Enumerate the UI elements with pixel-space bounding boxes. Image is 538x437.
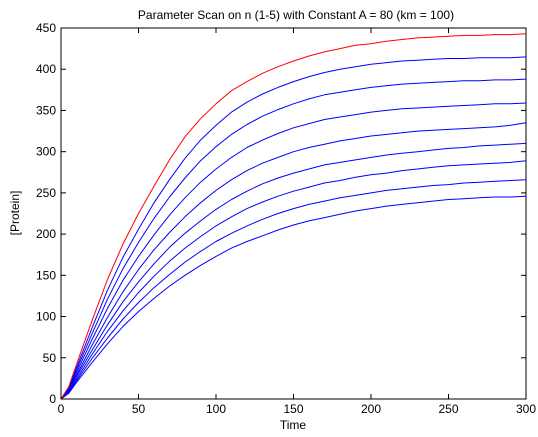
- series-line-7: [60, 160, 527, 400]
- y-tick-label: 450: [36, 21, 56, 35]
- y-tick-label: 300: [36, 145, 56, 159]
- y-tick-label: 100: [36, 310, 56, 324]
- x-tick-label: 0: [58, 402, 65, 416]
- y-axis-label: [Protein]: [8, 191, 22, 236]
- series-line-2: [60, 56, 527, 400]
- y-tick-label: 150: [36, 268, 56, 282]
- y-tick-label: 50: [43, 351, 57, 365]
- plot-area: [60, 27, 527, 400]
- x-tick-label: 50: [132, 402, 146, 416]
- series-line-9: [60, 195, 527, 400]
- x-tick-label: 100: [206, 402, 226, 416]
- y-tick-label: 400: [36, 62, 56, 76]
- y-tick-label: 200: [36, 227, 56, 241]
- y-tick-label: 250: [36, 186, 56, 200]
- x-axis-label: Time: [280, 418, 307, 432]
- y-tick-label: 0: [49, 392, 56, 406]
- series-layer: [60, 33, 527, 400]
- tick-layer: 0 50 100 150 200 250 300 0 50 100 150 200 250 300 350 4…: [36, 21, 536, 416]
- series-line-3: [60, 78, 527, 400]
- series-line-5: [60, 122, 527, 400]
- series-line-4: [60, 102, 527, 400]
- y-tick-label: 350: [36, 103, 56, 117]
- series-line-6: [60, 142, 527, 400]
- chart-title: Parameter Scan on n (1-5) with Constant …: [138, 8, 454, 22]
- x-tick-label: 200: [361, 402, 381, 416]
- x-tick-label: 300: [516, 402, 536, 416]
- x-tick-label: 250: [438, 402, 458, 416]
- series-line-1: [60, 33, 527, 400]
- series-line-8: [60, 179, 527, 400]
- x-tick-label: 150: [283, 402, 303, 416]
